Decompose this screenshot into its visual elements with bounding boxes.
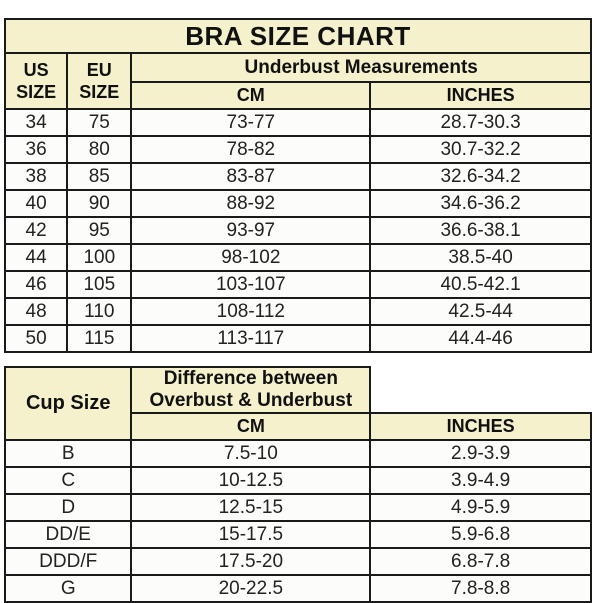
page-title: BRA SIZE CHART: [4, 18, 592, 54]
cell-inches: 28.7-30.3: [369, 108, 592, 137]
cell-inches: 4.9-5.9: [369, 493, 592, 522]
cell-eu: 90: [66, 189, 133, 218]
cell-us: 44: [3, 243, 69, 272]
cell-eu: 105: [66, 270, 133, 299]
cell-eu: 115: [66, 324, 133, 353]
column-header-cm: CM: [130, 81, 372, 110]
table-row: 42 95 93-97 36.6-38.1: [3, 216, 592, 245]
cell-cm: 78-82: [130, 135, 372, 164]
table-row: 44 100 98-102 38.5-40: [3, 243, 592, 272]
cell-cm: 93-97: [130, 216, 372, 245]
cell-inches: 42.5-44: [369, 297, 592, 326]
cell-inches: 34.6-36.2: [369, 189, 592, 218]
cell-cm: 10-12.5: [130, 466, 372, 495]
cell-eu: 110: [66, 297, 133, 326]
cell-us: 42: [3, 216, 69, 245]
group-header-underbust: Underbust Measurements: [130, 52, 592, 83]
group-header-row: US SIZE EU SIZE Underbust Measurements: [3, 52, 592, 110]
cell-us: 50: [3, 324, 69, 353]
chart-title-row: BRA SIZE CHART: [4, 18, 592, 54]
cell-inches: 32.6-34.2: [369, 162, 592, 191]
cell-cm: 88-92: [130, 189, 372, 218]
cell-cm: 20-22.5: [130, 574, 372, 603]
table-row: 46 105 103-107 40.5-42.1: [3, 270, 592, 299]
cell-cup: G: [3, 574, 133, 603]
cell-eu: 100: [66, 243, 133, 272]
table-row: 38 85 83-87 32.6-34.2: [3, 162, 592, 191]
column-header-inches: INCHES: [369, 81, 592, 110]
cell-eu: 85: [66, 162, 133, 191]
table-row: 40 90 88-92 34.6-36.2: [3, 189, 592, 218]
table-row: DDD/F 17.5-20 6.8-7.8: [3, 547, 592, 576]
cell-eu: 80: [66, 135, 133, 164]
column-header-us-size: US SIZE: [3, 52, 69, 110]
cell-us: 36: [3, 135, 69, 164]
column-header-eu-size: EU SIZE: [66, 52, 133, 110]
cell-cm: 113-117: [130, 324, 372, 353]
table-row: 48 110 108-112 42.5-44: [3, 297, 592, 326]
group-header-row: Cup Size Difference between Overbust & U…: [3, 366, 591, 441]
cell-cm: 15-17.5: [130, 520, 372, 549]
table-row: 34 75 73-77 28.7-30.3: [3, 108, 592, 137]
cell-inches: 7.8-8.8: [369, 574, 592, 603]
column-header-cm: CM: [130, 412, 372, 441]
column-header-cup-size: Cup Size: [3, 366, 133, 441]
cell-inches: 3.9-4.9: [369, 466, 592, 495]
cell-cm: 12.5-15: [130, 493, 372, 522]
cell-cup: C: [3, 466, 133, 495]
cell-inches: 2.9-3.9: [369, 439, 592, 468]
cell-cm: 108-112: [130, 297, 372, 326]
cell-cm: 103-107: [130, 270, 372, 299]
sub-header-row: CM INCHES: [5, 412, 592, 441]
cell-cup: DDD/F: [3, 547, 133, 576]
cell-inches: 38.5-40: [369, 243, 592, 272]
cell-inches: 5.9-6.8: [369, 520, 592, 549]
cell-cm: 7.5-10: [130, 439, 372, 468]
cell-us: 38: [3, 162, 69, 191]
cell-inches: 6.8-7.8: [369, 547, 592, 576]
cell-cup: DD/E: [3, 520, 133, 549]
table-row: B 7.5-10 2.9-3.9: [3, 439, 592, 468]
table-row: G 20-22.5 7.8-8.8: [3, 574, 592, 603]
underbust-size-table: BRA SIZE CHART US SIZE EU SIZE Underbust…: [3, 18, 592, 353]
table-row: C 10-12.5 3.9-4.9: [3, 466, 592, 495]
cell-us: 48: [3, 297, 69, 326]
cell-cm: 83-87: [130, 162, 372, 191]
cell-us: 40: [3, 189, 69, 218]
cup-size-table: Cup Size Difference between Overbust & U…: [3, 366, 592, 603]
cell-cm: 17.5-20: [130, 547, 372, 576]
cell-us: 46: [3, 270, 69, 299]
cell-inches: 36.6-38.1: [369, 216, 592, 245]
table-row: 36 80 78-82 30.7-32.2: [3, 135, 592, 164]
cell-inches: 44.4-46: [369, 324, 592, 353]
table-row: 50 115 113-117 44.4-46: [3, 324, 592, 353]
cell-cm: 98-102: [130, 243, 372, 272]
cell-cup: B: [3, 439, 133, 468]
table-row: DD/E 15-17.5 5.9-6.8: [3, 520, 592, 549]
cell-inches: 40.5-42.1: [369, 270, 592, 299]
cell-inches: 30.7-32.2: [369, 135, 592, 164]
cell-eu: 95: [66, 216, 133, 245]
cell-us: 34: [3, 108, 69, 137]
column-header-inches: INCHES: [369, 412, 592, 441]
table-row: D 12.5-15 4.9-5.9: [3, 493, 592, 522]
sub-header-row: CM INCHES: [5, 81, 592, 110]
group-header-difference: Difference between Overbust & Underbust: [130, 366, 372, 414]
cell-cup: D: [3, 493, 133, 522]
cell-cm: 73-77: [130, 108, 372, 137]
cell-eu: 75: [66, 108, 133, 137]
